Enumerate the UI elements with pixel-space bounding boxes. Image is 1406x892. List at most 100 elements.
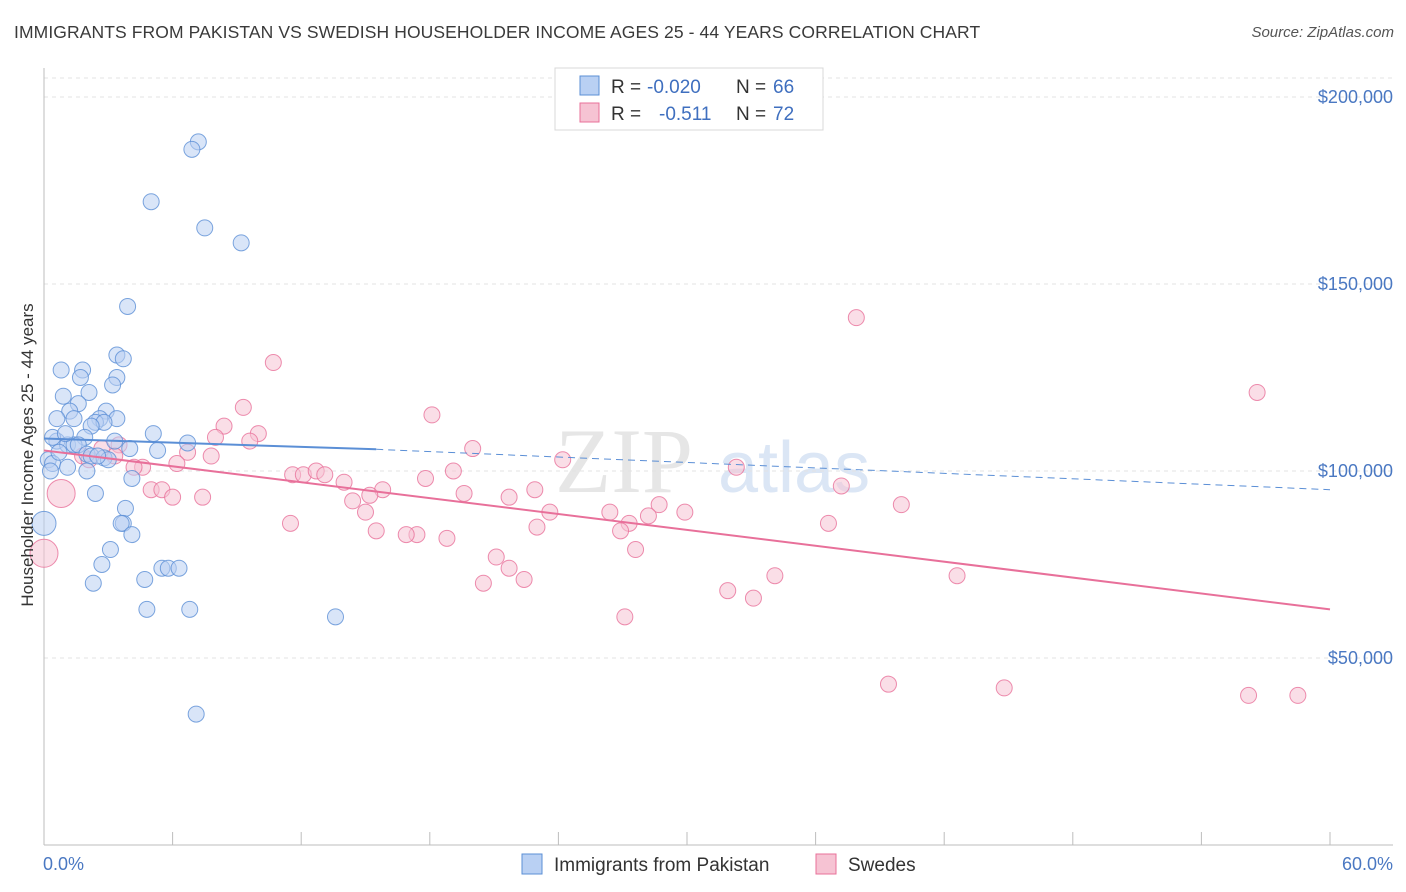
- chart-title: IMMIGRANTS FROM PAKISTAN VS SWEDISH HOUS…: [14, 22, 981, 42]
- y-tick-labels: $50,000 $100,000 $150,000 $200,000: [1318, 87, 1393, 668]
- pakistan-point-57: [181, 600, 199, 618]
- swedes-point-44: [601, 503, 619, 521]
- swedes-point-10: [241, 432, 259, 450]
- swedes-point-9: [206, 428, 224, 446]
- swedes-point-7: [215, 417, 233, 435]
- pakistan-point-18: [48, 410, 66, 428]
- pakistan-point-43: [86, 484, 104, 502]
- swedes-point-22: [444, 462, 462, 480]
- bottom-legend-swatch-blue: [521, 853, 543, 875]
- pakistan-point-1: [183, 140, 201, 158]
- x-tick-max: 60.0%: [1342, 854, 1393, 874]
- swedes-point-41: [892, 496, 910, 514]
- pakistan-point-8: [52, 361, 70, 379]
- pakistan-point-55: [84, 574, 102, 592]
- swedes-point-3: [1248, 383, 1266, 401]
- y-tick-label-1: $100,000: [1318, 461, 1393, 481]
- pakistan-point-54: [136, 570, 154, 588]
- swedes-point-46: [639, 507, 657, 525]
- swedes-point-50: [528, 518, 546, 536]
- swedes-point-51: [612, 522, 630, 540]
- bottom-legend-label-pakistan: Immigrants from Pakistan: [554, 855, 769, 876]
- y-tick-label-0: $50,000: [1328, 648, 1393, 668]
- gridlines: [44, 77, 1393, 659]
- swedes-point-39: [500, 488, 518, 506]
- source-credit: Source: ZipAtlas.com: [1251, 24, 1394, 41]
- swedes-point-67: [995, 679, 1013, 697]
- swedes-point-49: [819, 514, 837, 532]
- swedes-point-64: [744, 589, 762, 607]
- legend-r-label-blue: R =: [611, 77, 641, 98]
- swedes-point-40: [650, 496, 668, 514]
- swedes-point-58: [500, 559, 518, 577]
- swedes-point-59: [766, 567, 784, 585]
- legend-r-value-pink: -0.511: [659, 104, 711, 125]
- pakistan-point-25: [144, 425, 162, 443]
- swedes-point-62: [474, 574, 492, 592]
- pakistan-point-19: [65, 410, 83, 428]
- swedes-point-56: [627, 541, 645, 559]
- pakistan-point-44: [116, 499, 134, 517]
- pakistan-point-42: [123, 469, 141, 487]
- swedes-point-0: [46, 478, 76, 508]
- swedes-point-65: [616, 608, 634, 626]
- swedes-point-68: [1240, 686, 1258, 704]
- swedes-point-21: [727, 458, 745, 476]
- pakistan-trend-dashed: [376, 448, 1331, 491]
- swedes-point-18: [554, 451, 572, 469]
- swedes-point-5: [234, 398, 252, 416]
- pakistan-point-14: [54, 387, 72, 405]
- swedes-point-30: [526, 481, 544, 499]
- series-legend: Immigrants from Pakistan Swedes: [521, 853, 916, 876]
- legend-swatch-pink: [579, 102, 600, 123]
- swedes-trend: [43, 449, 1331, 611]
- pakistan-trend-solid: [43, 437, 377, 451]
- pakistan-point-40: [59, 458, 77, 476]
- swedes-point-19: [168, 455, 186, 473]
- swedes-point-34: [455, 484, 473, 502]
- pakistan-point-58: [326, 608, 344, 626]
- pakistan-point-50: [93, 556, 111, 573]
- pakistan-point-5: [119, 297, 137, 315]
- pakistan-point-12: [104, 376, 122, 394]
- swedes-point-42: [357, 503, 374, 521]
- stats-legend: R = -0.020 N = 66 R = -0.511 N = 72: [554, 67, 824, 131]
- bottom-legend-label-swedes: Swedes: [848, 855, 916, 876]
- pakistan-point-56: [138, 600, 156, 618]
- swedes-point-57: [487, 548, 505, 566]
- pakistan-point-7: [114, 350, 132, 368]
- pakistan-point-13: [80, 383, 98, 401]
- legend-r-value-blue: -0.020: [647, 77, 701, 98]
- legend-n-value-blue: 66: [773, 77, 794, 98]
- legend-box: [554, 67, 824, 131]
- pakistan-point-41: [41, 462, 59, 480]
- swedes-point-37: [164, 488, 182, 506]
- swedes-point-55: [438, 529, 456, 547]
- swedes-point-1: [29, 538, 59, 568]
- swedes-point-63: [719, 582, 737, 600]
- y-tick-label-3: $200,000: [1318, 87, 1393, 107]
- pakistan-point-4: [232, 234, 250, 252]
- pakistan-points: [31, 133, 344, 723]
- legend-swatch-blue: [579, 75, 600, 96]
- pakistan-point-53: [170, 559, 188, 577]
- swedes-point-60: [948, 567, 966, 585]
- trend-lines: [43, 437, 1331, 611]
- bottom-legend-swatch-pink: [815, 853, 837, 875]
- pakistan-point-65: [78, 462, 96, 480]
- swedes-point-2: [847, 309, 865, 327]
- y-axis-label: Householder Income Ages 25 - 44 years: [18, 303, 37, 606]
- pakistan-point-49: [101, 541, 119, 559]
- legend-n-value-pink: 72: [773, 104, 794, 125]
- pakistan-point-33: [149, 441, 167, 459]
- swedes-point-66: [879, 675, 897, 693]
- pakistan-point-2: [142, 193, 160, 211]
- pakistan-point-3: [196, 219, 214, 237]
- swedes-point-12: [464, 440, 482, 458]
- swedes-point-36: [344, 492, 362, 510]
- swedes-point-52: [367, 522, 385, 540]
- legend-n-label-blue: N =: [736, 77, 766, 98]
- legend-r-label-pink: R =: [611, 104, 641, 125]
- swedes-point-27: [417, 469, 435, 487]
- swedes-point-29: [832, 477, 850, 495]
